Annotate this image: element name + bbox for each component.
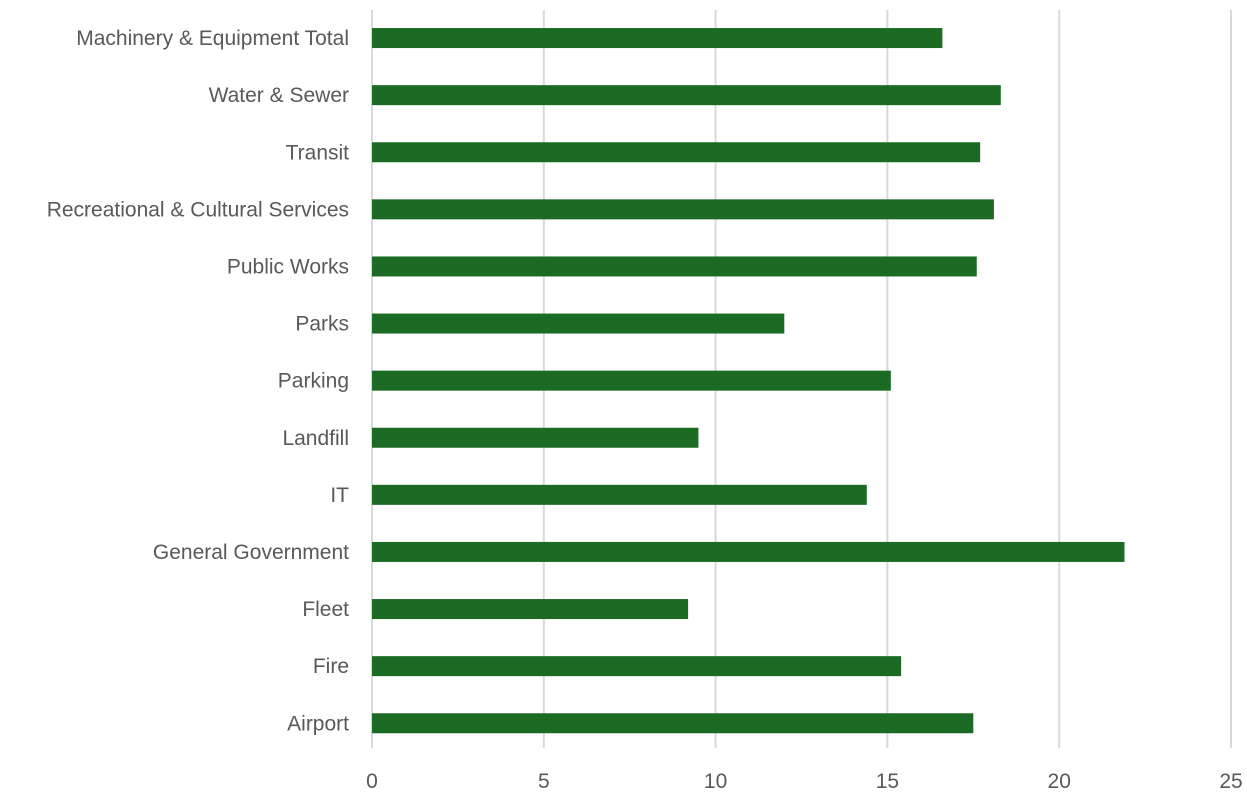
bar (372, 484, 867, 505)
category-label: IT (330, 484, 349, 507)
bar (372, 370, 891, 391)
bar (372, 656, 902, 677)
bar (372, 313, 785, 334)
category-label: General Government (153, 541, 349, 564)
category-label: Airport (287, 712, 349, 735)
category-labels: Machinery & Equipment Total Water & Sewer… (47, 27, 349, 735)
x-tick-labels: 0 5 10 15 20 25 (366, 770, 1243, 793)
x-tick-label: 0 (366, 770, 378, 790)
bar (372, 142, 981, 163)
category-label: Landfill (282, 427, 349, 450)
bar (372, 713, 974, 734)
x-tick-label: 15 (876, 770, 899, 790)
category-label: Recreational & Cultural Services (47, 198, 349, 221)
x-tick-label: 5 (538, 770, 550, 790)
x-tick-label: 10 (704, 770, 727, 790)
category-label: Machinery & Equipment Total (76, 27, 349, 50)
bar (372, 28, 943, 49)
category-label: Fire (313, 655, 349, 678)
bar (372, 427, 699, 448)
x-tick-label: 20 (1048, 770, 1071, 790)
category-label: Parking (278, 370, 349, 393)
bar (372, 599, 689, 620)
category-label: Public Works (227, 255, 349, 278)
category-label: Transit (286, 141, 350, 164)
bars (372, 28, 1125, 734)
bar (372, 541, 1125, 562)
bar (372, 256, 977, 277)
category-label: Water & Sewer (209, 84, 349, 107)
category-label: Fleet (302, 598, 349, 621)
bar (372, 85, 1001, 106)
bar (372, 199, 994, 220)
x-tick-label: 25 (1219, 770, 1242, 790)
category-label: Parks (295, 313, 349, 336)
